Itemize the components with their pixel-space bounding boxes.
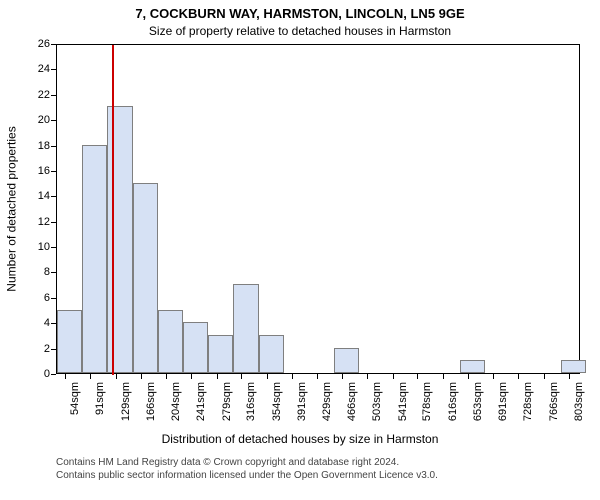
y-tick-label: 20	[26, 114, 50, 126]
histogram-bar	[208, 335, 233, 373]
plot-area	[56, 44, 580, 374]
y-tick-mark	[51, 374, 56, 375]
x-tick-label: 354sqm	[271, 382, 283, 421]
x-tick-label: 166sqm	[145, 382, 157, 421]
x-tick-mark	[367, 374, 368, 379]
histogram-bar	[82, 145, 107, 373]
x-tick-mark	[116, 374, 117, 379]
x-tick-mark	[317, 374, 318, 379]
x-tick-label: 728sqm	[522, 382, 534, 421]
histogram-bar	[133, 183, 158, 373]
histogram-bar	[460, 360, 485, 373]
x-tick-mark	[468, 374, 469, 379]
x-tick-label: 541sqm	[397, 382, 409, 421]
x-tick-mark	[443, 374, 444, 379]
x-tick-label: 578sqm	[421, 382, 433, 421]
x-tick-mark	[569, 374, 570, 379]
x-tick-label: 241sqm	[195, 382, 207, 421]
reference-line	[112, 45, 114, 375]
y-tick-label: 22	[26, 89, 50, 101]
x-tick-mark	[191, 374, 192, 379]
x-tick-label: 91sqm	[94, 382, 106, 415]
histogram-bar	[233, 284, 258, 373]
y-tick-label: 26	[26, 38, 50, 50]
y-tick-label: 12	[26, 216, 50, 228]
x-tick-mark	[65, 374, 66, 379]
x-tick-label: 54sqm	[69, 382, 81, 415]
y-tick-label: 0	[26, 368, 50, 380]
histogram-bar	[259, 335, 284, 373]
y-tick-label: 8	[26, 266, 50, 278]
x-tick-label: 503sqm	[371, 382, 383, 421]
x-axis-label: Distribution of detached houses by size …	[0, 432, 600, 446]
x-tick-mark	[166, 374, 167, 379]
x-tick-label: 204sqm	[170, 382, 182, 421]
y-tick-label: 6	[26, 292, 50, 304]
x-tick-mark	[267, 374, 268, 379]
y-tick-label: 14	[26, 190, 50, 202]
x-tick-label: 803sqm	[573, 382, 585, 421]
histogram-bar	[57, 310, 82, 373]
x-tick-mark	[393, 374, 394, 379]
x-tick-label: 391sqm	[296, 382, 308, 421]
histogram-bar	[107, 106, 132, 373]
y-axis-label: Number of detached properties	[5, 126, 19, 291]
y-tick-label: 4	[26, 317, 50, 329]
x-tick-mark	[292, 374, 293, 379]
x-tick-mark	[217, 374, 218, 379]
histogram-bar	[183, 322, 208, 373]
x-tick-mark	[90, 374, 91, 379]
x-tick-label: 616sqm	[447, 382, 459, 421]
x-tick-mark	[342, 374, 343, 379]
x-tick-mark	[493, 374, 494, 379]
chart-title-address: 7, COCKBURN WAY, HARMSTON, LINCOLN, LN5 …	[0, 6, 600, 21]
y-tick-label: 24	[26, 63, 50, 75]
x-tick-label: 279sqm	[221, 382, 233, 421]
y-axis-label-wrap: Number of detached properties	[2, 44, 22, 374]
x-tick-mark	[544, 374, 545, 379]
x-tick-label: 653sqm	[472, 382, 484, 421]
x-tick-label: 691sqm	[497, 382, 509, 421]
x-tick-label: 429sqm	[321, 382, 333, 421]
x-tick-label: 466sqm	[346, 382, 358, 421]
x-tick-mark	[518, 374, 519, 379]
y-tick-label: 18	[26, 140, 50, 152]
histogram-bar	[158, 310, 183, 373]
x-tick-label: 766sqm	[548, 382, 560, 421]
x-tick-label: 129sqm	[120, 382, 132, 421]
chart-container: 7, COCKBURN WAY, HARMSTON, LINCOLN, LN5 …	[0, 0, 600, 500]
histogram-bar	[334, 348, 359, 373]
y-tick-label: 10	[26, 241, 50, 253]
footer-line-1: Contains HM Land Registry data © Crown c…	[56, 456, 438, 469]
footer-attribution: Contains HM Land Registry data © Crown c…	[56, 456, 438, 482]
x-tick-label: 316sqm	[245, 382, 257, 421]
y-tick-label: 16	[26, 165, 50, 177]
x-tick-mark	[417, 374, 418, 379]
y-tick-label: 2	[26, 343, 50, 355]
footer-line-2: Contains public sector information licen…	[56, 469, 438, 482]
x-tick-mark	[241, 374, 242, 379]
x-tick-mark	[141, 374, 142, 379]
histogram-bar	[561, 360, 586, 373]
chart-subtitle: Size of property relative to detached ho…	[0, 24, 600, 38]
